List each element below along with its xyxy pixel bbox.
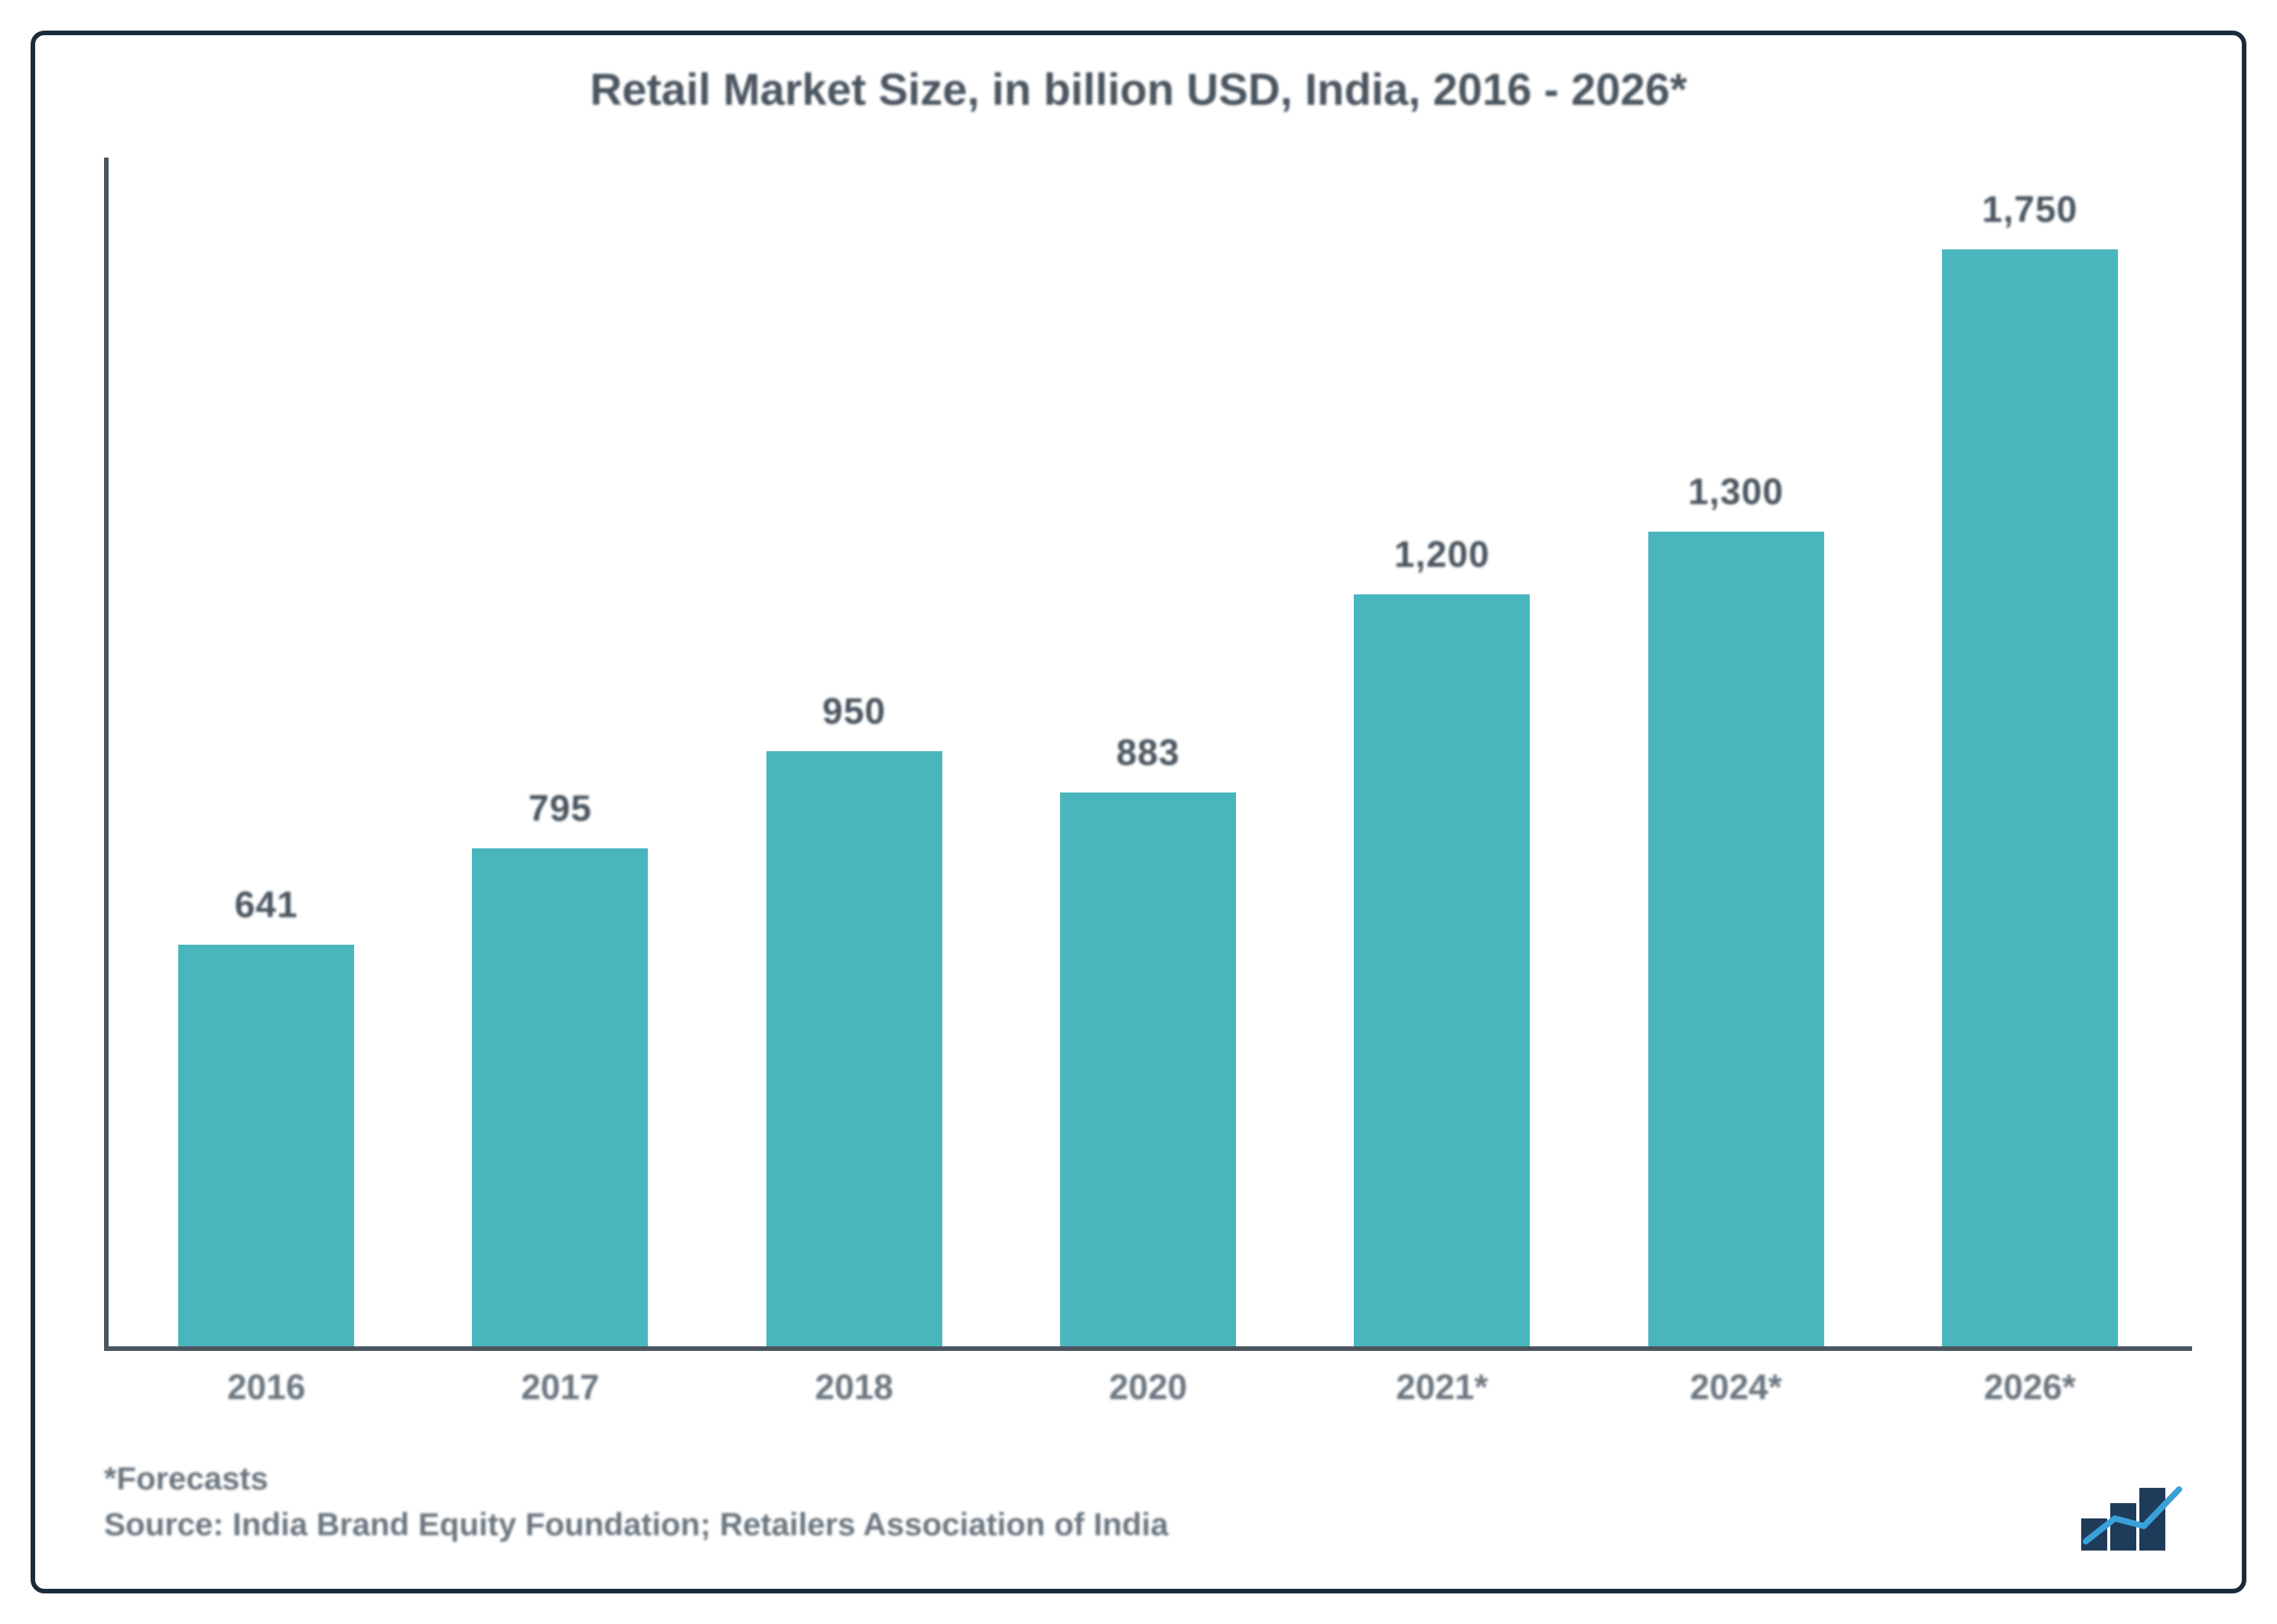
bar-slot: 641 — [119, 158, 413, 1346]
bar-slot: 883 — [1001, 158, 1295, 1346]
logo-bar-1 — [2081, 1518, 2107, 1551]
bar — [1648, 532, 1824, 1346]
plot-area: 641 795 950 883 1,200 1,300 1,750 — [104, 158, 2192, 1351]
bar-value-label: 1,200 — [1394, 534, 1490, 576]
bar — [1060, 792, 1236, 1346]
category-label: 2020 — [1001, 1366, 1295, 1408]
chart-title: Retail Market Size, in billion USD, Indi… — [35, 64, 2242, 116]
bar-slot: 795 — [413, 158, 707, 1346]
bar-value-label: 641 — [235, 884, 298, 926]
chart-frame: Retail Market Size, in billion USD, Indi… — [31, 31, 2246, 1593]
source-text: Source: India Brand Equity Foundation; R… — [104, 1506, 1169, 1543]
category-labels: 20162017201820202021*2024*2026* — [104, 1366, 2192, 1408]
bar-slot: 1,750 — [1883, 158, 2177, 1346]
bar — [766, 751, 942, 1346]
category-label: 2024* — [1589, 1366, 1882, 1408]
bar-slot: 950 — [707, 158, 1001, 1346]
bar — [1942, 249, 2118, 1346]
bar-value-label: 1,750 — [1982, 189, 2077, 231]
bar-slot: 1,200 — [1295, 158, 1589, 1346]
bar — [178, 945, 354, 1346]
logo-bar-3 — [2139, 1488, 2165, 1551]
bar — [472, 848, 648, 1346]
footnote: *Forecasts — [104, 1460, 268, 1497]
category-label: 2016 — [119, 1366, 413, 1408]
bar-slot: 1,300 — [1589, 158, 1882, 1346]
category-label: 2018 — [707, 1366, 1001, 1408]
bar — [1354, 594, 1530, 1346]
category-label: 2017 — [413, 1366, 707, 1408]
x-axis — [104, 1346, 2192, 1351]
bar-value-label: 950 — [822, 691, 886, 733]
brand-logo — [2081, 1482, 2188, 1551]
bar-value-label: 1,300 — [1688, 471, 1784, 513]
bars-container: 641 795 950 883 1,200 1,300 1,750 — [104, 158, 2192, 1346]
bar-value-label: 795 — [529, 788, 592, 830]
category-label: 2021* — [1295, 1366, 1589, 1408]
category-label: 2026* — [1883, 1366, 2177, 1408]
bar-value-label: 883 — [1116, 732, 1179, 774]
logo-bar-2 — [2110, 1503, 2136, 1551]
